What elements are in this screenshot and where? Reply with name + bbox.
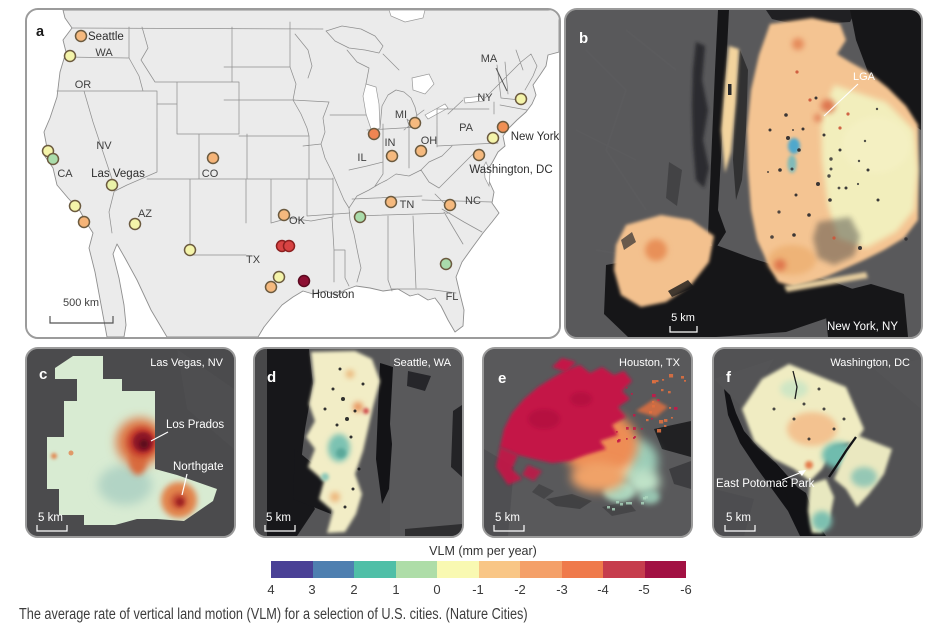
svg-text:East Potomac Park: East Potomac Park <box>716 478 815 490</box>
svg-text:FL: FL <box>446 291 459 303</box>
svg-text:Washington, DC: Washington, DC <box>469 164 552 176</box>
svg-text:IN: IN <box>385 137 396 149</box>
svg-text:5 km: 5 km <box>495 512 520 524</box>
svg-text:e: e <box>498 370 506 387</box>
svg-text:5 km: 5 km <box>671 312 695 324</box>
svg-text:OR: OR <box>75 79 92 91</box>
svg-text:NY: NY <box>477 92 493 104</box>
svg-text:MI: MI <box>395 109 407 121</box>
svg-text:d: d <box>267 369 276 386</box>
svg-text:5 km: 5 km <box>726 512 751 524</box>
svg-text:AZ: AZ <box>138 208 152 220</box>
svg-text:Northgate: Northgate <box>173 461 224 473</box>
svg-text:Las Vegas: Las Vegas <box>91 168 145 180</box>
svg-text:OH: OH <box>421 135 438 147</box>
svg-text:Washington, DC: Washington, DC <box>830 357 910 369</box>
svg-text:WA: WA <box>95 47 113 59</box>
svg-text:Houston, TX: Houston, TX <box>619 357 681 369</box>
svg-text:f: f <box>726 369 732 386</box>
svg-text:CA: CA <box>57 168 73 180</box>
svg-text:New York: New York <box>511 131 559 143</box>
svg-text:Houston: Houston <box>312 289 355 301</box>
svg-text:c: c <box>39 366 47 383</box>
svg-text:TX: TX <box>246 254 261 266</box>
svg-text:OK: OK <box>289 215 306 227</box>
svg-text:TN: TN <box>400 199 415 211</box>
svg-text:NV: NV <box>96 140 112 152</box>
svg-text:500 km: 500 km <box>63 297 99 309</box>
svg-text:5 km: 5 km <box>266 512 291 524</box>
svg-text:IL: IL <box>357 152 366 164</box>
svg-text:b: b <box>579 30 588 47</box>
svg-text:New York, NY: New York, NY <box>827 321 898 333</box>
svg-text:PA: PA <box>459 122 474 134</box>
svg-text:Seattle, WA: Seattle, WA <box>393 357 451 369</box>
svg-text:LGA: LGA <box>853 71 876 83</box>
svg-text:Las Vegas, NV: Las Vegas, NV <box>150 357 223 369</box>
svg-text:Seattle: Seattle <box>88 31 124 43</box>
svg-text:5 km: 5 km <box>38 512 63 524</box>
svg-text:Los Prados: Los Prados <box>166 419 224 431</box>
svg-text:CO: CO <box>202 168 219 180</box>
svg-text:NC: NC <box>465 195 481 207</box>
svg-text:MA: MA <box>481 53 498 65</box>
svg-text:a: a <box>36 24 45 40</box>
